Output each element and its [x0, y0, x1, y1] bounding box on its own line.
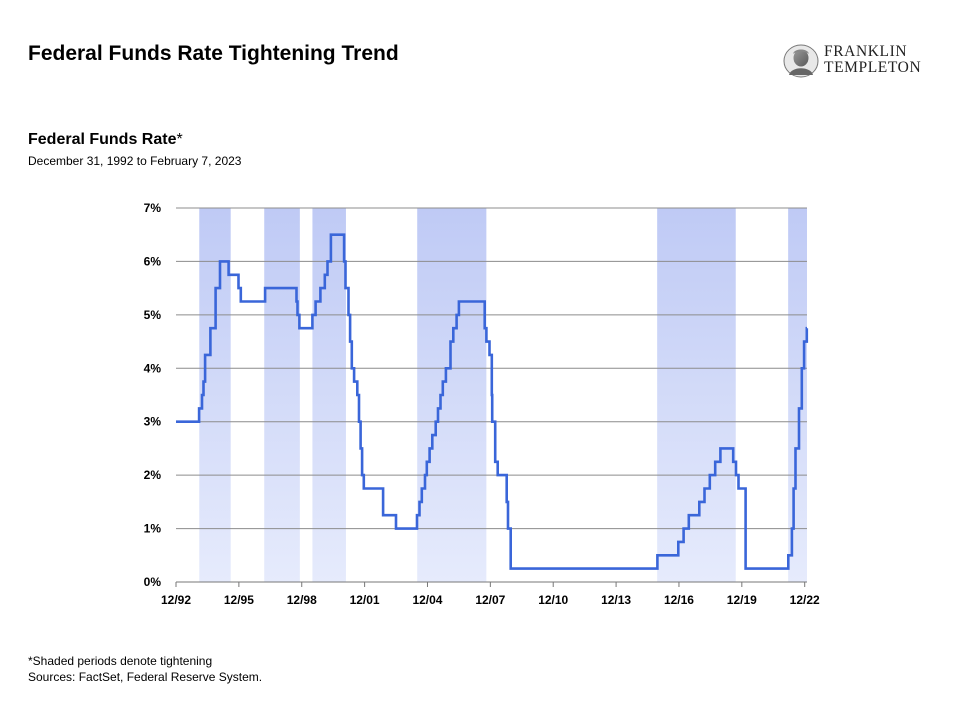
franklin-templeton-logo: FRANKLIN TEMPLETON [782, 44, 932, 78]
y-tick-label: 6% [144, 254, 162, 268]
gridlines [176, 207, 807, 583]
y-tick-label: 4% [144, 361, 162, 375]
logo-text-line1: FRANKLIN [824, 43, 908, 60]
tightening-period-4 [417, 208, 487, 582]
x-tick-label: 12/22 [790, 593, 820, 607]
tightening-period-5 [657, 208, 736, 582]
x-tick-label: 12/10 [538, 593, 568, 607]
footnotes: *Shaded periods denote tightening Source… [28, 653, 262, 685]
tightening-shading [199, 208, 807, 582]
chart-title-text: Federal Funds Rate [28, 131, 177, 148]
y-tick-label: 2% [144, 468, 162, 482]
x-tick-label: 12/98 [287, 593, 317, 607]
x-tick-label: 12/13 [601, 593, 631, 607]
chart-date-range: December 31, 1992 to February 7, 2023 [28, 154, 242, 168]
x-tick-label: 12/07 [475, 593, 505, 607]
x-axis: 12/92 12/95 12/98 12/01 12/04 12/07 12/10 12/13… [161, 581, 820, 607]
tightening-period-2 [264, 208, 300, 582]
chart-title-asterisk: * [176, 131, 183, 148]
y-tick-label: 5% [144, 308, 162, 322]
tightening-period-3 [312, 208, 346, 582]
sources-footnote: Sources: FactSet, Federal Reserve System… [28, 670, 263, 684]
x-tick-label: 12/16 [664, 593, 694, 607]
fed-funds-rate-line [176, 233, 809, 570]
x-tick-label: 12/19 [727, 593, 757, 607]
y-axis-ticks: 0% 1% 2% 3% 4% 5% 6% 7% [144, 201, 162, 589]
shading-footnote: *Shaded periods denote tightening [28, 654, 213, 668]
y-tick-label: 3% [144, 415, 162, 429]
ben-franklin-portrait-icon [783, 44, 819, 78]
y-tick-label: 7% [144, 201, 162, 215]
y-tick-label: 0% [144, 575, 162, 589]
chart-title: Federal Funds Rate* [28, 131, 183, 149]
logo-text-line2: TEMPLETON [824, 59, 922, 76]
x-tick-label: 12/95 [224, 593, 254, 607]
x-tick-label: 12/01 [350, 593, 380, 607]
x-tick-label: 12/04 [412, 593, 442, 607]
y-tick-label: 1% [144, 522, 162, 536]
tightening-period-6 [788, 208, 807, 582]
x-tick-label: 12/92 [161, 593, 191, 607]
page-title: Federal Funds Rate Tightening Trend [28, 42, 399, 65]
